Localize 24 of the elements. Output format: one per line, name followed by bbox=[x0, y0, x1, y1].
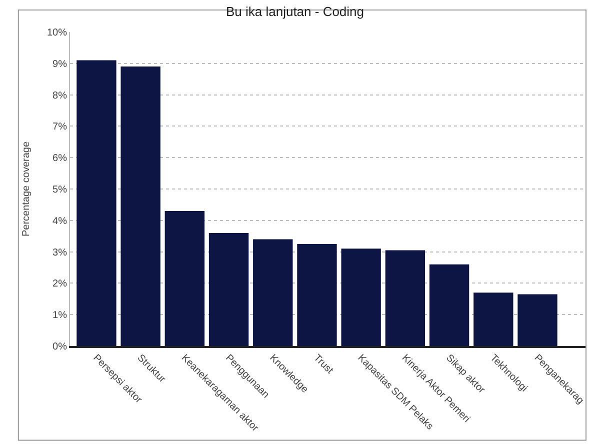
y-tick-label: 6% bbox=[52, 153, 68, 164]
y-tick-label: 9% bbox=[52, 58, 68, 70]
y-axis-title: Percentage coverage bbox=[20, 141, 32, 237]
bar bbox=[120, 66, 160, 346]
bar bbox=[429, 264, 470, 346]
y-tick-label: 4% bbox=[52, 216, 68, 227]
y-tick-label: 8% bbox=[52, 90, 68, 102]
bar bbox=[76, 60, 116, 346]
y-tick-label: 3% bbox=[52, 247, 68, 258]
bar bbox=[385, 250, 426, 346]
y-tick-label: 10% bbox=[46, 28, 68, 38]
bar bbox=[341, 248, 381, 346]
bar bbox=[474, 292, 514, 346]
bar bbox=[297, 244, 337, 346]
y-tick-label: 2% bbox=[52, 278, 68, 290]
y-tick-label: 7% bbox=[52, 122, 68, 133]
bar bbox=[164, 210, 205, 346]
bar bbox=[253, 239, 293, 346]
y-tick-label: 5% bbox=[52, 184, 68, 196]
y-tick-label: 0% bbox=[52, 342, 68, 352]
y-tick-label: 1% bbox=[52, 310, 68, 322]
bar bbox=[208, 232, 249, 346]
chart-title: Bu ika lanjutan - Coding bbox=[226, 4, 364, 19]
bar bbox=[518, 294, 558, 346]
